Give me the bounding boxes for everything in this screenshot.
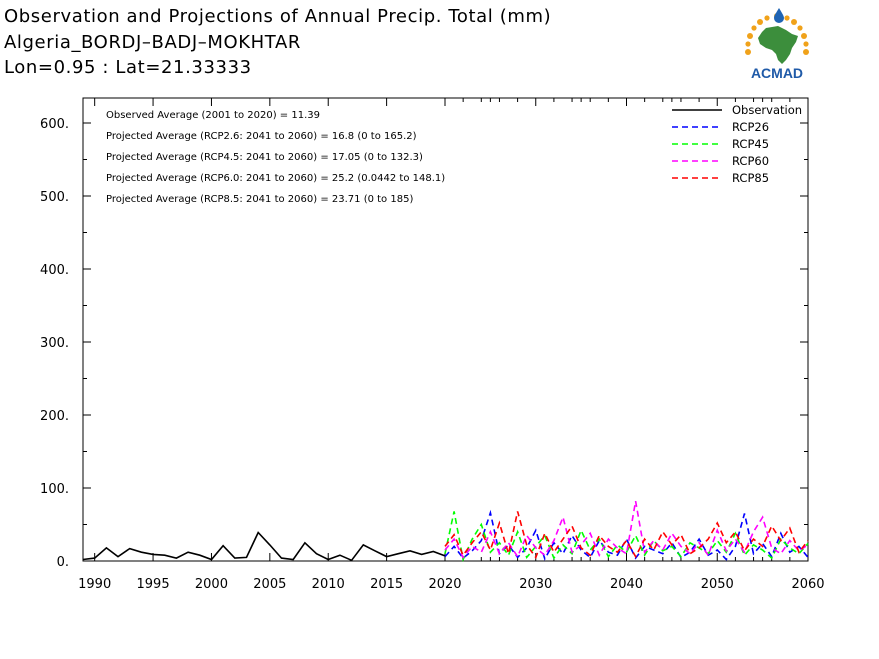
x-tick-label: 2050: [701, 577, 734, 592]
legend-label-rcp85: RCP85: [732, 171, 769, 185]
x-tick-label: 2040: [610, 577, 643, 592]
legend-label-rcp60: RCP60: [732, 154, 769, 168]
series-line-rcp85: [444, 511, 809, 560]
y-tick-label: 100.: [40, 482, 69, 497]
x-tick-label: 2010: [312, 577, 345, 592]
average-annotation: Observed Average (2001 to 2020) = 11.39: [106, 110, 320, 121]
x-tick-label: 2060: [791, 577, 824, 592]
x-tick-label: 2005: [253, 577, 286, 592]
x-tick-label: 2020: [428, 577, 461, 592]
africa-map-icon: [758, 26, 798, 64]
y-tick-label: 600.: [40, 117, 69, 132]
water-drop-icon: [774, 8, 784, 23]
y-tick-label: 300.: [40, 336, 69, 351]
average-annotation: Projected Average (RCP8.5: 2041 to 2060)…: [106, 194, 413, 205]
x-axis-tick-labels: 1990 1995 2000 2005 2010 2015 2020 2030 2040 2050…: [78, 577, 824, 592]
station-coordinates: Lon=0.95 : Lat=21.33333: [4, 57, 252, 78]
y-tick-label: 0.: [57, 555, 69, 570]
y-tick-label: 200.: [40, 409, 69, 424]
acmad-logo: ACMAD: [745, 8, 809, 81]
chart-title: Observation and Projections of Annual Pr…: [4, 6, 552, 27]
series-line-rcp26: [444, 509, 809, 561]
series-line-rcp60: [444, 500, 809, 559]
legend-label-rcp26: RCP26: [732, 120, 769, 134]
logo-text: ACMAD: [751, 65, 803, 81]
x-tick-label: 2030: [519, 577, 552, 592]
series-lines: [82, 500, 809, 563]
average-annotations: Observed Average (2001 to 2020) = 11.39 P…: [106, 110, 445, 205]
legend-label-rcp45: RCP45: [732, 137, 769, 151]
series-line-observation: [82, 531, 446, 562]
station-name: Algeria_BORDJ–BADJ–MOKHTAR: [4, 32, 302, 53]
x-tick-label: 2015: [370, 577, 403, 592]
y-axis-tick-labels: 0. 100. 200. 300. 400. 500. 600.: [40, 117, 69, 570]
average-annotation: Projected Average (RCP4.5: 2041 to 2060)…: [106, 152, 423, 163]
average-annotation: Projected Average (RCP2.6: 2041 to 2060)…: [106, 131, 417, 142]
average-annotation: Projected Average (RCP6.0: 2041 to 2060)…: [106, 173, 445, 184]
x-tick-label: 1995: [137, 577, 170, 592]
y-tick-label: 500.: [40, 190, 69, 205]
x-tick-label: 2000: [195, 577, 228, 592]
axis-ticks: [83, 98, 809, 562]
plot-frame: [82, 97, 809, 562]
y-tick-label: 400.: [40, 263, 69, 278]
x-tick-label: 1990: [78, 577, 111, 592]
series-line-rcp45: [444, 511, 809, 563]
legend-label-observation: Observation: [732, 103, 802, 117]
legend: Observation RCP26 RCP45 RCP60 RCP85: [672, 103, 802, 185]
